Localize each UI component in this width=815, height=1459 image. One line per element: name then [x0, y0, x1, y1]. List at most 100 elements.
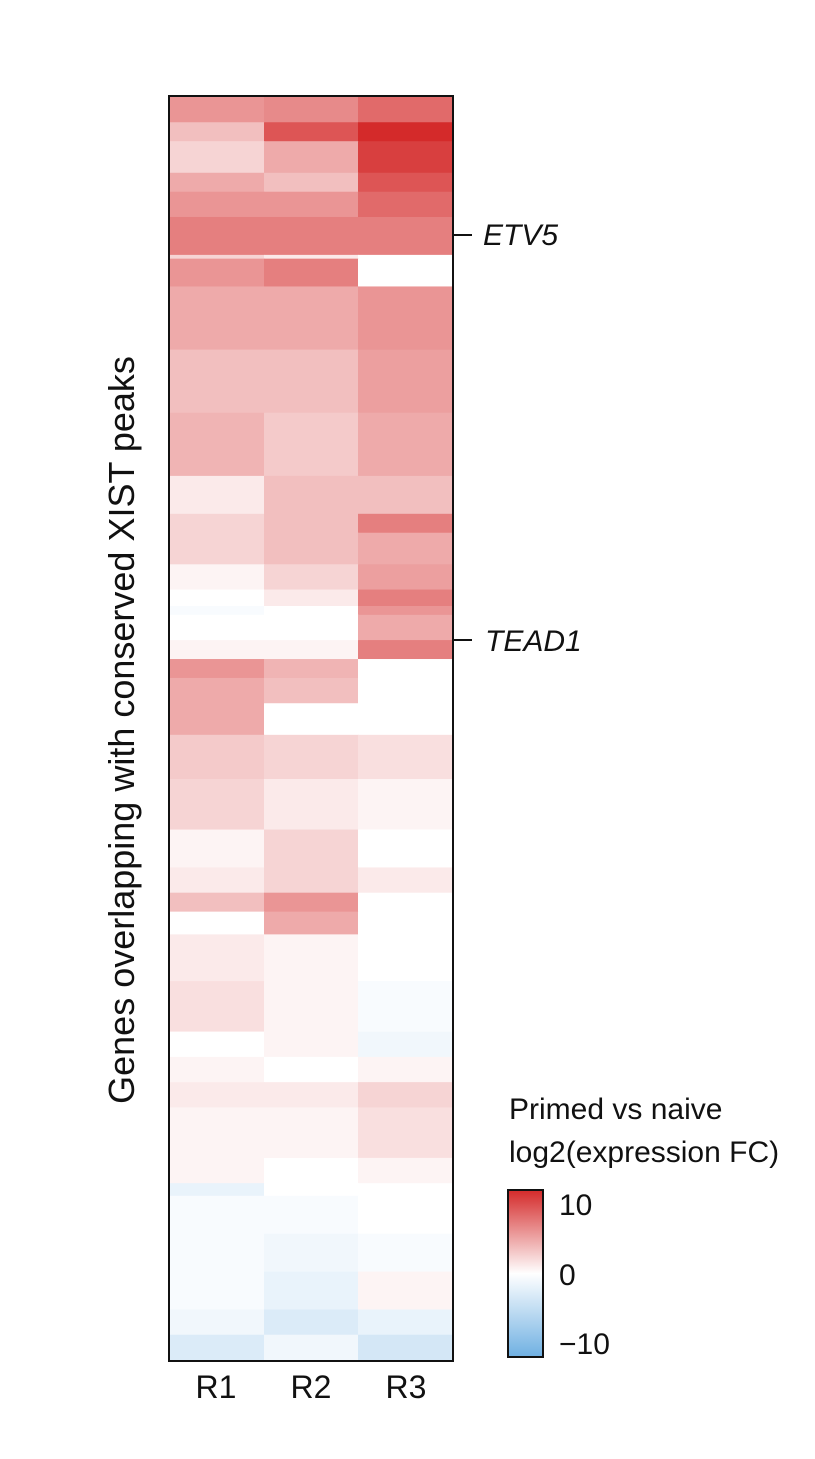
- heatmap-cell-r3-seg0: [358, 97, 453, 123]
- y-axis-label: Genes overlapping with conserved XIST pe…: [101, 356, 142, 1104]
- heatmap-cell-r1-seg16: [170, 605, 265, 616]
- heatmap-cell-r2-seg16: [264, 605, 359, 616]
- heatmap-cell-r3-seg27: [358, 911, 453, 935]
- heatmap-cell-r2-seg36: [264, 1195, 359, 1235]
- heatmap-cell-r2-seg34: [264, 1157, 359, 1184]
- heatmap-cell-r3-seg21: [358, 703, 453, 736]
- heatmap-cell-r2-seg0: [264, 97, 359, 123]
- heatmap-cell-r3-seg24: [358, 829, 453, 869]
- heatmap-cell-r2-seg17: [264, 614, 359, 641]
- heatmap-cell-r1-seg20: [170, 677, 265, 704]
- legend-tick-zero: 0: [559, 1259, 576, 1292]
- heatmap-cell-r2-seg35: [264, 1183, 359, 1197]
- heatmap-cell-r2-seg7: [264, 258, 359, 288]
- heatmap-cell-r3-seg28: [358, 934, 453, 982]
- heatmap-cell-r2-seg12: [264, 513, 359, 534]
- heatmap-cell-r3-seg38: [358, 1271, 453, 1311]
- heatmap-cell-r2-seg30: [264, 1031, 359, 1058]
- legend-title-line2: log2(expression FC): [509, 1136, 779, 1169]
- heatmap-cell-r3-seg29: [358, 981, 453, 1033]
- heatmap-cell-r1-seg23: [170, 779, 265, 831]
- heatmap-cell-r2-seg39: [264, 1309, 359, 1336]
- heatmap-cell-r3-seg40: [358, 1334, 453, 1361]
- heatmap-cell-r1-seg30: [170, 1031, 265, 1058]
- heatmap-cell-r1-seg40: [170, 1334, 265, 1361]
- heatmap-cell-r1-seg2: [170, 141, 265, 174]
- heatmap-cell-r1-seg5: [170, 216, 265, 256]
- heatmap-cell-r3-seg7: [358, 258, 453, 288]
- gene-label-etv5: ETV5: [483, 219, 558, 252]
- heatmap-cell-r2-seg5: [264, 216, 359, 256]
- heatmap-cell-r3-seg22: [358, 734, 453, 780]
- heatmap-cell-r3-seg23: [358, 779, 453, 831]
- heatmap-cell-r2-seg24: [264, 829, 359, 869]
- heatmap-cell-r2-seg15: [264, 589, 359, 607]
- heatmap-cell-r3-seg2: [358, 141, 453, 174]
- heatmap-cell-r2-seg31: [264, 1056, 359, 1083]
- heatmap-cell-r2-seg22: [264, 734, 359, 780]
- heatmap-cell-r2-seg38: [264, 1271, 359, 1311]
- heatmap-cell-r2-seg1: [264, 122, 359, 142]
- heatmap-cell-r1-seg32: [170, 1082, 265, 1108]
- heatmap-cell-r3-seg12: [358, 513, 453, 534]
- heatmap-cell-r2-seg18: [264, 640, 359, 660]
- heatmap-cell-r1-seg19: [170, 659, 265, 679]
- color-bar: [507, 1189, 544, 1358]
- heatmap-cell-r3-seg10: [358, 412, 453, 477]
- heatmap-cell-r3-seg6: [358, 254, 453, 260]
- heatmap-cell-r2-seg11: [264, 475, 359, 515]
- heatmap-cell-r1-seg25: [170, 867, 265, 894]
- heatmap-cell-r1-seg21: [170, 703, 265, 736]
- heatmap-cell-r3-seg18: [358, 640, 453, 660]
- heatmap-cell-r2-seg27: [264, 911, 359, 935]
- heatmap-cell-r3-seg34: [358, 1157, 453, 1184]
- heatmap-cell-r1-seg9: [170, 349, 265, 414]
- heatmap-cell-r1-seg36: [170, 1195, 265, 1235]
- heatmap-cell-r3-seg15: [358, 589, 453, 607]
- heatmap-cell-r1-seg29: [170, 981, 265, 1033]
- heatmap-cell-r2-seg21: [264, 703, 359, 736]
- heatmap-cell-r3-seg25: [358, 867, 453, 894]
- heatmap-cell-r3-seg9: [358, 349, 453, 414]
- heatmap-cell-r1-seg31: [170, 1056, 265, 1083]
- heatmap-cell-r2-seg9: [264, 349, 359, 414]
- heatmap-cell-r2-seg4: [264, 191, 359, 218]
- heatmap-cell-r1-seg27: [170, 911, 265, 935]
- heatmap-cell-r2-seg14: [264, 564, 359, 591]
- heatmap-cell-r2-seg23: [264, 779, 359, 831]
- heatmap-cell-r1-seg15: [170, 589, 265, 607]
- heatmap-cell-r2-seg33: [264, 1107, 359, 1159]
- heatmap-cell-r3-seg13: [358, 532, 453, 565]
- heatmap-cell-r3-seg20: [358, 677, 453, 704]
- column-label-r3: R3: [386, 1369, 427, 1405]
- heatmap-cell-r1-seg39: [170, 1309, 265, 1336]
- heatmap-cell-r1-seg17: [170, 614, 265, 641]
- heatmap-cell-r1-seg24: [170, 829, 265, 869]
- heatmap-cell-r3-seg19: [358, 659, 453, 679]
- heatmap-cell-r1-seg4: [170, 191, 265, 218]
- heatmap-cell-r1-seg7: [170, 258, 265, 288]
- heatmap-cell-r1-seg6: [170, 254, 265, 260]
- heatmap-cell-r3-seg37: [358, 1233, 453, 1273]
- column-label-r1: R1: [196, 1369, 237, 1405]
- heatmap-cell-r1-seg18: [170, 640, 265, 660]
- heatmap-cell-r3-seg26: [358, 892, 453, 913]
- heatmap-frame: [168, 95, 454, 1362]
- heatmap-cell-r1-seg35: [170, 1183, 265, 1197]
- heatmap-cell-r3-seg4: [358, 191, 453, 218]
- heatmap-cell-r1-seg28: [170, 934, 265, 982]
- heatmap-cell-r2-seg29: [264, 981, 359, 1033]
- heatmap-cell-r3-seg39: [358, 1309, 453, 1336]
- heatmap-cell-r3-seg3: [358, 172, 453, 193]
- heatmap-cell-r3-seg16: [358, 605, 453, 616]
- heatmap-cell-r2-seg32: [264, 1082, 359, 1108]
- heatmap-cell-r1-seg12: [170, 513, 265, 534]
- heatmap-cell-r1-seg1: [170, 122, 265, 142]
- heatmap-cell-r3-seg32: [358, 1082, 453, 1108]
- heatmap-cell-r2-seg37: [264, 1233, 359, 1273]
- heatmap-cell-r3-seg11: [358, 475, 453, 515]
- heatmap-cell-r2-seg13: [264, 532, 359, 565]
- legend-tick-max: 10: [559, 1189, 592, 1222]
- heatmap-cell-r3-seg14: [358, 564, 453, 591]
